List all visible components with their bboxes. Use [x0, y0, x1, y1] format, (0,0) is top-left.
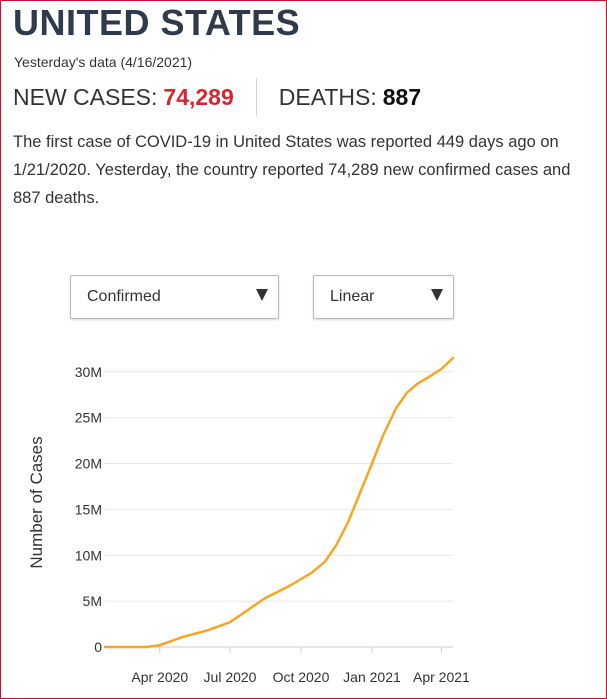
- y-axis-ticks: 0 5M 10M 15M 20M 25M 30M: [75, 364, 102, 655]
- scale-dropdown-value: Linear: [330, 288, 375, 305]
- caret-down-icon: [431, 289, 443, 301]
- y-tick-label: 30M: [75, 364, 102, 380]
- data-date-subtitle: Yesterday's data (4/16/2021): [14, 54, 193, 70]
- y-tick-label: 0: [94, 639, 102, 655]
- y-tick-label: 10M: [75, 547, 102, 563]
- y-tick-label: 15M: [75, 501, 102, 517]
- summary-text-start: The first case of: [13, 133, 135, 151]
- stats-row: NEW CASES: 74,289 DEATHS: 887: [13, 78, 422, 116]
- y-tick-label: 5M: [83, 593, 102, 609]
- summary-text-end: in United States was reported 449 days a…: [13, 133, 571, 207]
- confirmed-cases-line: [103, 356, 455, 649]
- deaths-label: DEATHS:: [278, 83, 377, 110]
- disease-link[interactable]: COVID-19: [134, 133, 212, 151]
- metric-dropdown-value: Confirmed: [87, 288, 161, 305]
- y-tick-label: 25M: [75, 410, 102, 426]
- chart-grid: [105, 371, 453, 648]
- cases-line-chart: 0 5M 10M 15M 20M 25M 30M Apr 2020 Jul 2020 Oct 2…: [27, 356, 470, 685]
- new-cases-label: NEW CASES:: [13, 83, 158, 110]
- new-cases-value: 74,289: [163, 83, 234, 110]
- x-tick-label: Oct 2020: [273, 669, 330, 685]
- page-title: UNITED STATES: [13, 2, 301, 43]
- stats-divider: [255, 78, 257, 116]
- x-tick-label: Jan 2021: [343, 669, 401, 685]
- scale-dropdown[interactable]: Linear: [313, 275, 454, 319]
- x-tick-label: Apr 2021: [413, 669, 470, 685]
- summary-paragraph: The first case of COVID-19 in United Sta…: [13, 128, 598, 212]
- y-tick-label: 20M: [75, 456, 102, 472]
- caret-down-icon: [256, 289, 268, 301]
- y-axis-title: Number of Cases: [27, 436, 46, 568]
- x-tick-label: Jul 2020: [204, 669, 257, 685]
- x-tick-label: Apr 2020: [131, 669, 188, 685]
- x-axis-ticks: Apr 2020 Jul 2020 Oct 2020 Jan 2021 Apr 2021: [131, 647, 470, 685]
- metric-dropdown[interactable]: Confirmed: [70, 275, 279, 319]
- deaths-value: 887: [382, 83, 422, 110]
